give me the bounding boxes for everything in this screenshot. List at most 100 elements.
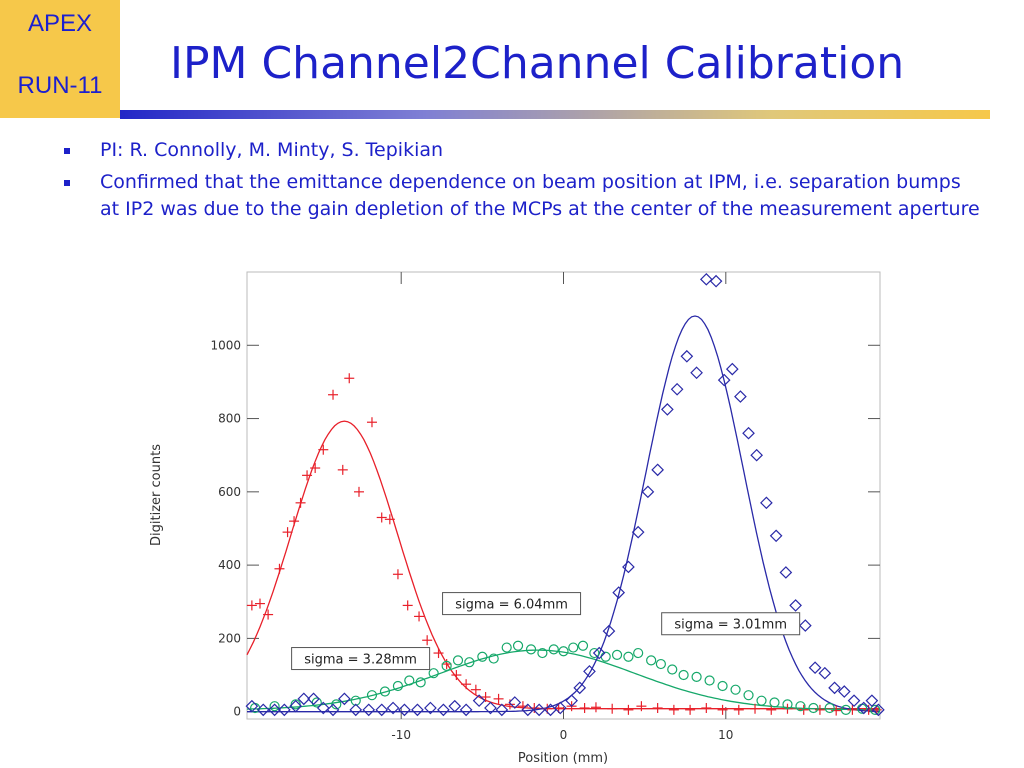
data-point-diamond [349, 703, 363, 717]
data-point-plus [766, 704, 777, 715]
data-point-diamond [818, 666, 832, 680]
data-point-plus [392, 569, 403, 580]
badge-line-run: RUN-11 [17, 72, 103, 99]
data-point-diamond [553, 701, 567, 715]
data-point-diamond [459, 703, 473, 717]
y-tick-label: 1000 [210, 338, 241, 352]
data-point-circle [870, 704, 881, 715]
data-point-diamond [289, 699, 303, 713]
data-point-diamond [508, 696, 522, 709]
data-point-plus [750, 703, 761, 714]
data-point-plus [384, 514, 395, 525]
data-point-diamond [661, 403, 674, 416]
data-point-circle [525, 644, 537, 655]
data-point-plus [414, 611, 425, 622]
data-point-diamond [690, 366, 703, 380]
sigma-annotation: sigma = 6.04mm [442, 592, 582, 616]
data-point-diamond [717, 373, 731, 387]
data-point-diamond [375, 703, 389, 717]
y-tick-label: 800 [218, 412, 241, 426]
data-point-diamond [297, 692, 311, 706]
data-point-circle [537, 647, 548, 659]
data-point-diamond [448, 699, 462, 713]
y-tick-label: 0 [233, 705, 241, 719]
annotation-box [661, 612, 801, 636]
data-point-plus [831, 705, 842, 716]
data-point-plus [302, 470, 313, 481]
data-point-diamond [670, 382, 684, 396]
data-point-plus [402, 600, 413, 611]
bullet-item-finding: Confirmed that the emittance dependence … [62, 169, 982, 223]
data-point-plus [847, 704, 858, 715]
data-point-circle [646, 655, 657, 666]
bullet-list: PI: R. Connolly, M. Minty, S. Tepikian C… [62, 137, 982, 228]
data-point-circle [704, 675, 715, 686]
data-point-diamond [398, 703, 411, 717]
data-point-plus [310, 463, 321, 474]
data-point-plus [814, 704, 825, 715]
data-point-circle [452, 655, 464, 666]
data-point-circle [558, 646, 569, 657]
data-point-diamond [472, 694, 486, 708]
data-point-diamond [699, 272, 713, 286]
data-point-circle [477, 651, 488, 662]
data-point-circle [743, 690, 754, 701]
data-point-circle [269, 701, 280, 712]
sigma-annotation: sigma = 3.28mm [291, 647, 431, 671]
data-point-diamond [847, 694, 861, 708]
bullet-item-pi: PI: R. Connolly, M. Minty, S. Tepikian [62, 137, 982, 164]
annotation-box [291, 647, 431, 671]
data-point-plus [246, 600, 257, 611]
gaussian-fit-line [246, 420, 880, 710]
data-point-diamond [742, 426, 755, 440]
annotation-label: sigma = 6.04mm [455, 598, 568, 613]
data-point-circle [730, 684, 741, 695]
data-point-plus [254, 598, 265, 609]
data-point-circle [512, 640, 524, 651]
data-point-diamond [573, 681, 587, 695]
data-point-diamond [592, 646, 606, 660]
data-point-plus [607, 703, 618, 714]
data-point-circle [464, 657, 475, 668]
data-point-circle [667, 664, 678, 675]
calibration-chart: 0 200 400 600 800 1000 -10 0 10 sigma = 3.28mm s… [149, 271, 885, 766]
data-point-circle [717, 680, 728, 692]
data-point-diamond [725, 362, 739, 376]
bullet-text: Confirmed that the emittance dependence … [100, 171, 980, 220]
data-point-diamond [565, 694, 578, 708]
data-point-circle [655, 658, 666, 670]
data-point-diamond [798, 619, 812, 632]
data-point-plus [328, 389, 339, 400]
data-point-plus [451, 670, 462, 681]
data-point-circle [589, 647, 600, 659]
data-point-plus [318, 444, 329, 455]
data-point-diamond [779, 566, 793, 579]
data-point-diamond [828, 681, 841, 695]
data-point-circle [568, 642, 579, 653]
data-point-circle [633, 647, 644, 659]
data-point-plus [652, 703, 663, 714]
data-point-plus [376, 512, 387, 523]
data-point-diamond [362, 703, 376, 717]
annotation-box [442, 592, 582, 616]
data-point-plus [461, 679, 472, 690]
data-point-diamond [622, 560, 635, 574]
data-point-plus [344, 373, 355, 384]
data-point-diamond [680, 349, 694, 363]
data-point-circle [428, 668, 439, 679]
apex-run-badge: APEX RUN-11 [0, 0, 120, 118]
data-point-diamond [277, 703, 291, 717]
data-point-plus [668, 704, 679, 715]
data-point-circle [392, 680, 404, 692]
data-point-diamond [521, 703, 535, 717]
y-tick-label: 600 [218, 485, 241, 499]
x-tick-label: 0 [560, 728, 568, 742]
data-point-circle [691, 671, 702, 682]
data-point-plus [263, 609, 274, 620]
data-point-plus [733, 704, 744, 715]
data-point-diamond [837, 685, 851, 698]
data-point-diamond [872, 703, 885, 717]
data-point-plus [282, 527, 293, 538]
data-point-diamond [424, 701, 437, 715]
data-point-circle [331, 699, 342, 710]
